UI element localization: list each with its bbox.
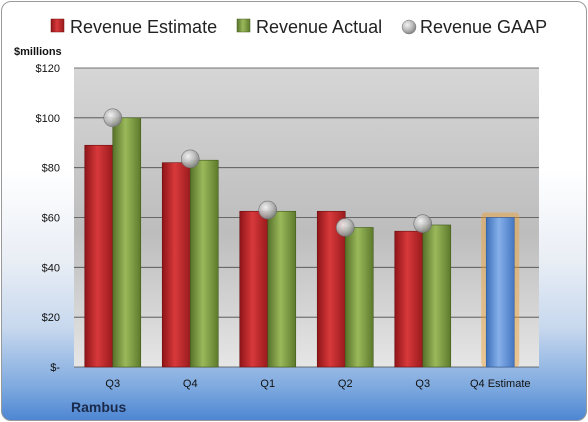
marker-revenue-gaap (335, 218, 355, 237)
legend-label-actual: Revenue Actual (256, 17, 382, 37)
marker-revenue-gaap (103, 108, 123, 128)
x-tick-label: Q3 (105, 378, 120, 390)
legend-item-estimate: Revenue Estimate (50, 17, 217, 37)
bar-revenue-actual (267, 210, 297, 368)
bar-forecast (485, 217, 515, 368)
marker-revenue-gaap (413, 214, 433, 234)
x-tick-label: Q1 (260, 378, 275, 390)
y-tick-label: $- (50, 362, 60, 374)
bars (84, 117, 520, 368)
legend: Revenue Estimate Revenue Actual Revenue … (50, 17, 547, 37)
bar-revenue-estimate (239, 210, 269, 368)
gaap-markers (103, 108, 433, 237)
legend-marker-gaap (401, 19, 417, 35)
bar-revenue-estimate (84, 144, 114, 368)
legend-swatch-estimate (50, 18, 65, 33)
x-axis: Q3 Q4 Q1 Q2 Q3 Q4 Estimate (105, 378, 530, 390)
bar-revenue-actual (344, 227, 374, 368)
bar-revenue-actual (189, 159, 219, 368)
x-tick-label: Q4 Estimate (470, 378, 531, 390)
y-tick-label: $120 (36, 63, 60, 75)
legend-label-gaap: Revenue GAAP (420, 17, 547, 37)
company-name: Rambus (71, 399, 126, 415)
units-label: $millions (14, 46, 62, 58)
x-tick-label: Q2 (338, 378, 353, 390)
legend-label-estimate: Revenue Estimate (70, 17, 217, 37)
y-tick-label: $100 (36, 113, 60, 125)
legend-item-actual: Revenue Actual (236, 17, 382, 37)
x-tick-label: Q4 (183, 378, 198, 390)
y-axis: $- $20 $40 $60 $80 $100 $120 (36, 63, 61, 374)
bar-revenue-estimate (316, 210, 346, 368)
y-tick-label: $60 (42, 213, 60, 225)
y-tick-label: $40 (42, 262, 60, 274)
bar-revenue-actual (112, 117, 142, 368)
gridlines (74, 67, 539, 368)
legend-item-gaap: Revenue GAAP (401, 17, 547, 37)
bar-revenue-actual (422, 224, 452, 368)
y-tick-label: $20 (42, 312, 60, 324)
y-tick-label: $80 (42, 163, 60, 175)
bar-revenue-estimate (161, 162, 191, 368)
x-tick-label: Q3 (415, 378, 430, 390)
marker-revenue-gaap (258, 200, 278, 220)
legend-swatch-actual (236, 18, 251, 33)
marker-revenue-gaap (180, 149, 200, 169)
bar-revenue-estimate (394, 230, 424, 368)
